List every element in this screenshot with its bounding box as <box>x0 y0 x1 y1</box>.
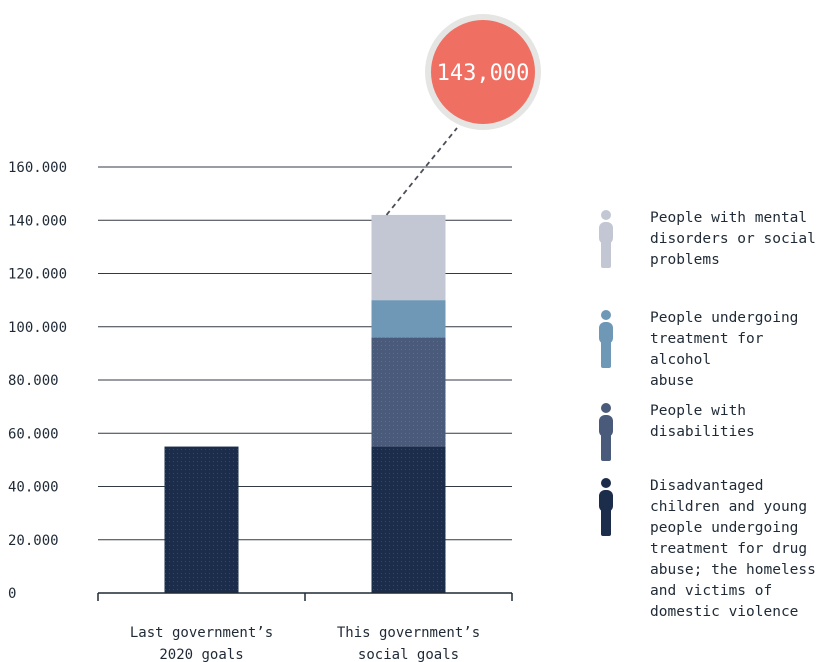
gridlines <box>98 166 512 541</box>
person-icon <box>599 310 613 368</box>
total-callout: 143,000 <box>385 14 541 216</box>
person-icon <box>599 478 613 536</box>
legend-item-alcohol-abuse: People undergoing treatment for alcohol … <box>592 308 828 392</box>
bar-texture <box>371 446 446 593</box>
x-category-label: Last government’s 2020 goals <box>130 625 273 662</box>
bar-texture <box>371 337 446 447</box>
y-tick-label: 100.000 <box>8 320 67 336</box>
y-tick-label: 40.000 <box>8 480 59 496</box>
x-axis <box>97 592 513 601</box>
bar-segment <box>371 300 446 338</box>
legend-label: People undergoing treatment for alcohol … <box>650 310 799 389</box>
x-category-label: This government’s social goals <box>337 625 480 662</box>
y-tick-label: 120.000 <box>8 267 67 283</box>
y-axis-tick-labels: 0 20.000 40.000 60.000 80.000 100.000 120.000 1… <box>8 160 67 602</box>
legend-label: People with mental disorders or social p… <box>650 210 816 268</box>
y-tick-label: 140.000 <box>8 213 67 229</box>
y-tick-label: 0 <box>8 586 16 602</box>
y-tick-label: 160.000 <box>8 160 67 176</box>
callout-leader-line <box>385 127 458 216</box>
person-icon <box>599 210 613 268</box>
bar-segment <box>371 214 446 301</box>
callout-circle <box>431 20 535 124</box>
y-tick-label: 80.000 <box>8 373 59 389</box>
y-tick-label: 20.000 <box>8 533 59 549</box>
legend-label: People with disabilities <box>650 403 755 440</box>
legend-item-disabilities: People with disabilities <box>592 401 828 461</box>
bars <box>164 214 446 593</box>
legend-label: Disadvantaged children and young people … <box>650 478 816 620</box>
person-icon <box>599 403 613 461</box>
y-tick-label: 60.000 <box>8 426 59 442</box>
callout-value: 143,000 <box>437 61 530 86</box>
legend-item-mental-disorders: People with mental disorders or social p… <box>592 208 828 271</box>
bar-texture <box>164 446 239 593</box>
legend-item-disadvantaged-children: Disadvantaged children and young people … <box>592 476 828 623</box>
x-axis-category-labels: Last government’s 2020 goals This governme… <box>130 625 480 662</box>
